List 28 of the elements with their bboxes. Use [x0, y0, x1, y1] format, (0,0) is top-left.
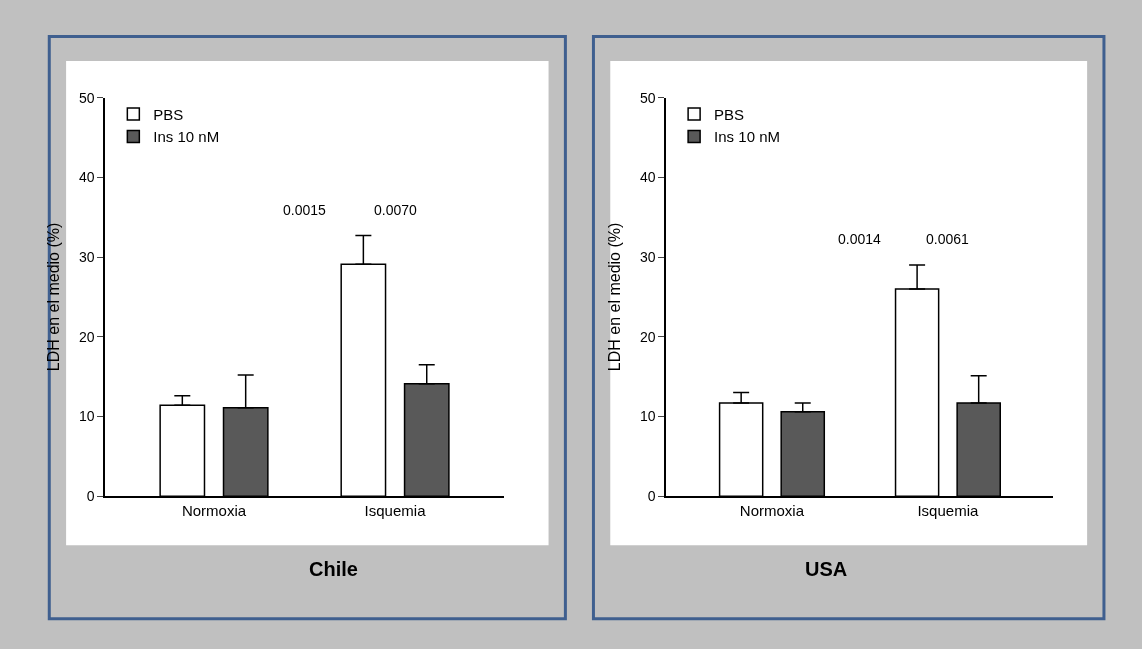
annotation: 0.0070: [374, 202, 418, 218]
x-tick-label: Isquemia: [917, 502, 979, 520]
y-tick-label: 50: [78, 89, 95, 106]
y-tick-label: 40: [78, 169, 95, 186]
y-tick-label: 0: [86, 488, 95, 505]
y-tick-label: 30: [78, 248, 95, 265]
y-tick-label: 20: [78, 328, 95, 345]
y-axis-title: LDH en el medio (%): [606, 222, 624, 372]
text: Chile: [309, 558, 358, 580]
y-tick-label: 20: [639, 328, 656, 345]
legend-label: PBS: [714, 105, 745, 123]
legend-label: Ins 10 nM: [153, 128, 220, 146]
text: USA: [805, 558, 848, 580]
annotation: 0.0014: [838, 231, 882, 247]
legend-label: Ins 10 nM: [714, 128, 780, 146]
y-tick-label: 30: [639, 248, 656, 265]
y-tick-label: 50: [639, 89, 656, 106]
x-tick-label: Normoxia: [739, 502, 805, 520]
x-tick-label: Normoxia: [181, 502, 247, 520]
legend-label: PBS: [153, 105, 184, 123]
annotation: 0.0015: [283, 202, 327, 218]
y-tick-label: 10: [639, 408, 656, 425]
y-tick-label: 40: [639, 169, 656, 186]
y-tick-label: 10: [78, 408, 95, 425]
y-axis-title: LDH en el medio (%): [45, 222, 63, 372]
x-tick-label: Isquemia: [364, 502, 427, 520]
annotation: 0.0061: [926, 231, 970, 247]
y-tick-label: 0: [647, 488, 656, 505]
